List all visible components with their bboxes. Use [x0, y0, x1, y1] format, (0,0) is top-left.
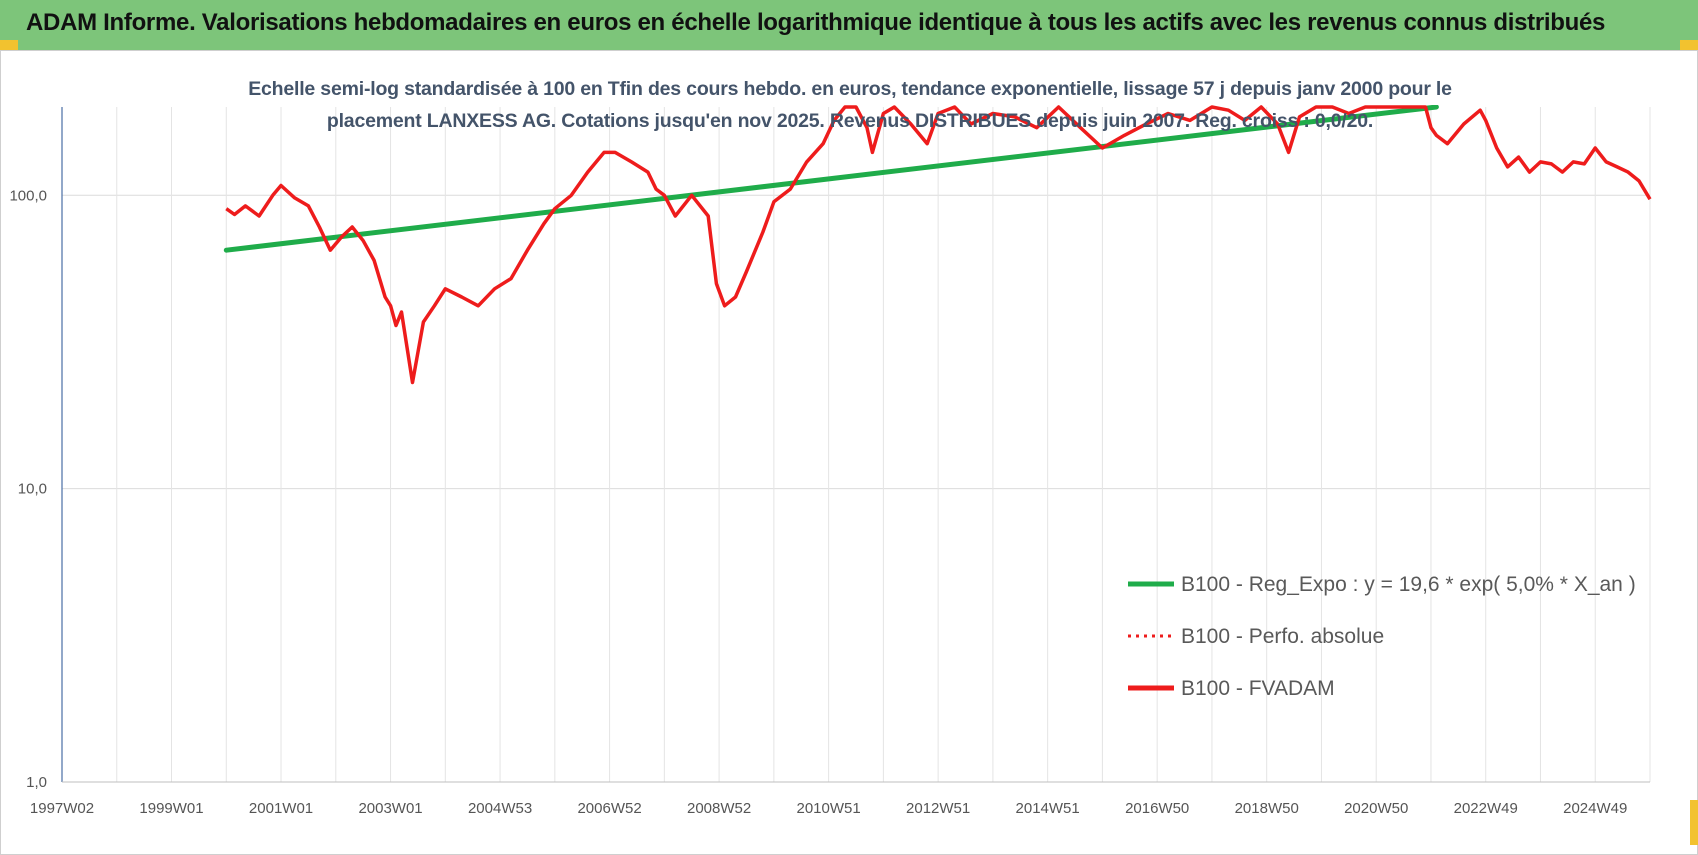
- corner-marker-bottom-right: [1690, 800, 1698, 845]
- series-reg-expo-line: [223, 105, 1439, 253]
- corner-marker-top-right: [1680, 40, 1698, 50]
- chart-title-line-2: placement LANXESS AG. Cotations jusqu'en…: [326, 110, 1374, 132]
- x-tick-label: 2024W49: [1563, 800, 1627, 817]
- legend-item-perfo-absolue-label: B100 - Perfo. absolue: [1181, 625, 1384, 648]
- chart-title-line-1: Echelle semi-log standardisée à 100 en T…: [248, 78, 1452, 100]
- x-tick-label: 2020W50: [1344, 800, 1408, 817]
- x-tick-label: 1997W02: [30, 800, 94, 817]
- x-tick-label: 2006W52: [577, 800, 641, 817]
- series-layer: [223, 105, 1652, 385]
- legend-item-reg-expo-label: B100 - Reg_Expo : y = 19,6 * exp( 5,0% *…: [1181, 573, 1636, 596]
- corner-marker-top-left: [0, 40, 18, 50]
- x-tick-label: 2003W01: [358, 800, 422, 817]
- x-tick-label: 2012W51: [906, 800, 970, 817]
- title-banner: ADAM Informe. Valorisations hebdomadaire…: [0, 0, 1698, 50]
- grid: [61, 107, 1651, 783]
- series-fvadam-line: [225, 105, 1652, 385]
- y-tick-label: 1,0: [26, 774, 47, 791]
- y-tick-label: 10,0: [18, 481, 47, 498]
- x-tick-label: 2008W52: [687, 800, 751, 817]
- report-title: ADAM Informe. Valorisations hebdomadaire…: [26, 9, 1606, 36]
- x-tick-label: 2016W50: [1125, 800, 1189, 817]
- y-tick-label: 100,0: [9, 187, 47, 204]
- x-tick-label: 2018W50: [1235, 800, 1299, 817]
- legend: B100 - Reg_Expo : y = 19,6 * exp( 5,0% *…: [1128, 573, 1636, 700]
- axes: [61, 107, 1650, 783]
- x-tick-label: 2022W49: [1454, 800, 1518, 817]
- x-tick-label: 2014W51: [1016, 800, 1080, 817]
- x-tick-label: 2004W53: [468, 800, 532, 817]
- legend-item-fvadam-label: B100 - FVADAM: [1181, 677, 1335, 700]
- tick-labels: 1,0 10,0 100,0 1997W02 1999W01 2001W01 2003W01…: [9, 187, 1627, 817]
- x-tick-label: 2001W01: [249, 800, 313, 817]
- x-tick-label: 2010W51: [797, 800, 861, 817]
- x-tick-label: 1999W01: [139, 800, 203, 817]
